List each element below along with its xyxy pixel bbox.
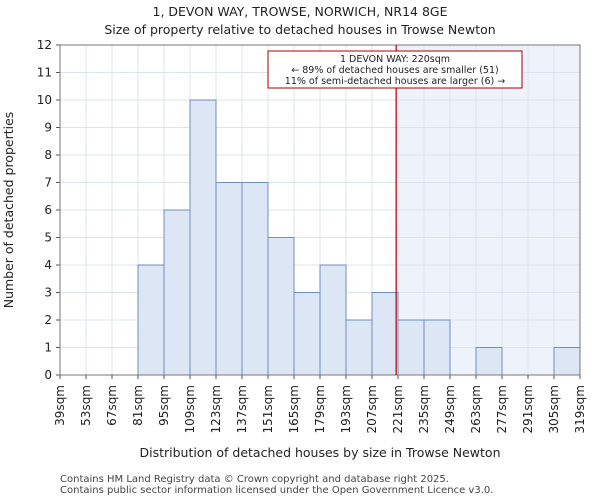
y-tick-label: 1 bbox=[44, 341, 52, 355]
histogram-bar bbox=[241, 182, 269, 376]
x-tick-label: 151sqm bbox=[261, 385, 275, 433]
histogram-bar bbox=[475, 347, 503, 376]
y-tick-label: 10 bbox=[37, 93, 52, 107]
x-tick-label: 305sqm bbox=[547, 385, 561, 433]
x-tick-label: 263sqm bbox=[469, 385, 483, 433]
x-tick-label: 123sqm bbox=[209, 385, 223, 433]
annotation-line3: 11% of semi-detached houses are larger (… bbox=[285, 76, 505, 87]
histogram-bar bbox=[137, 264, 165, 376]
x-tick-label: 249sqm bbox=[443, 385, 457, 433]
x-tick-label: 221sqm bbox=[391, 385, 405, 433]
y-tick-label: 2 bbox=[44, 313, 52, 327]
x-tick-label: 81sqm bbox=[131, 385, 145, 426]
histogram-bar bbox=[189, 99, 217, 376]
y-tick-label: 3 bbox=[44, 286, 52, 300]
y-tick-label: 0 bbox=[44, 368, 52, 382]
x-tick-label: 165sqm bbox=[287, 385, 301, 433]
x-tick-label: 207sqm bbox=[365, 385, 379, 433]
x-tick-label: 67sqm bbox=[105, 385, 119, 426]
x-tick-label: 193sqm bbox=[339, 385, 353, 433]
y-tick-label: 12 bbox=[37, 38, 52, 52]
y-tick-label: 9 bbox=[44, 121, 52, 135]
x-tick-label: 137sqm bbox=[235, 385, 249, 433]
x-tick-label: 277sqm bbox=[495, 385, 509, 433]
chart-title-subtitle: Size of property relative to detached ho… bbox=[104, 22, 496, 37]
annotation-box bbox=[267, 50, 523, 89]
y-tick-label: 8 bbox=[44, 148, 52, 162]
x-tick-label: 53sqm bbox=[79, 385, 93, 426]
histogram-bar bbox=[345, 319, 373, 376]
footer-licence: Contains public sector information licen… bbox=[60, 485, 494, 496]
histogram-bar bbox=[163, 209, 191, 376]
annotation-line1: 1 DEVON WAY: 220sqm bbox=[340, 54, 450, 65]
histogram-bar bbox=[553, 347, 581, 376]
y-tick-label: 4 bbox=[44, 258, 52, 272]
x-tick-label: 179sqm bbox=[313, 385, 327, 433]
histogram-bar bbox=[215, 182, 243, 376]
histogram-bar bbox=[319, 264, 347, 376]
x-tick-label: 235sqm bbox=[417, 385, 431, 433]
y-axis-label: Number of detached properties bbox=[1, 112, 16, 309]
x-tick-label: 95sqm bbox=[157, 385, 171, 426]
footer-copyright: Contains HM Land Registry data © Crown c… bbox=[60, 474, 449, 485]
histogram-bar bbox=[371, 292, 399, 376]
plot-frame bbox=[59, 44, 581, 376]
x-tick-label: 39sqm bbox=[53, 385, 67, 426]
histogram-bar bbox=[397, 319, 425, 376]
x-tick-label: 109sqm bbox=[183, 385, 197, 433]
annotation-line2: ← 89% of detached houses are smaller (51… bbox=[291, 65, 498, 76]
x-tick-label: 291sqm bbox=[521, 385, 535, 433]
y-tick-label: 5 bbox=[44, 231, 52, 245]
histogram-bar bbox=[267, 237, 295, 376]
y-tick-label: 11 bbox=[37, 66, 52, 80]
histogram-bar bbox=[293, 292, 321, 376]
y-tick-label: 7 bbox=[44, 176, 52, 190]
chart-title-address: 1, DEVON WAY, TROWSE, NORWICH, NR14 8GE bbox=[152, 4, 448, 19]
x-axis-label: Distribution of detached houses by size … bbox=[139, 445, 500, 460]
histogram-bar bbox=[423, 319, 451, 376]
x-tick-label: 319sqm bbox=[573, 385, 587, 433]
y-tick-label: 6 bbox=[44, 203, 52, 217]
